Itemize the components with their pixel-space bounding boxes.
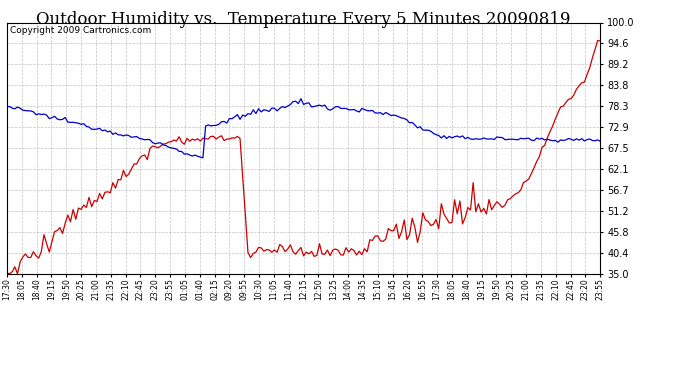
Text: Copyright 2009 Cartronics.com: Copyright 2009 Cartronics.com bbox=[10, 26, 151, 35]
Text: Outdoor Humidity vs.  Temperature Every 5 Minutes 20090819: Outdoor Humidity vs. Temperature Every 5… bbox=[37, 11, 571, 28]
